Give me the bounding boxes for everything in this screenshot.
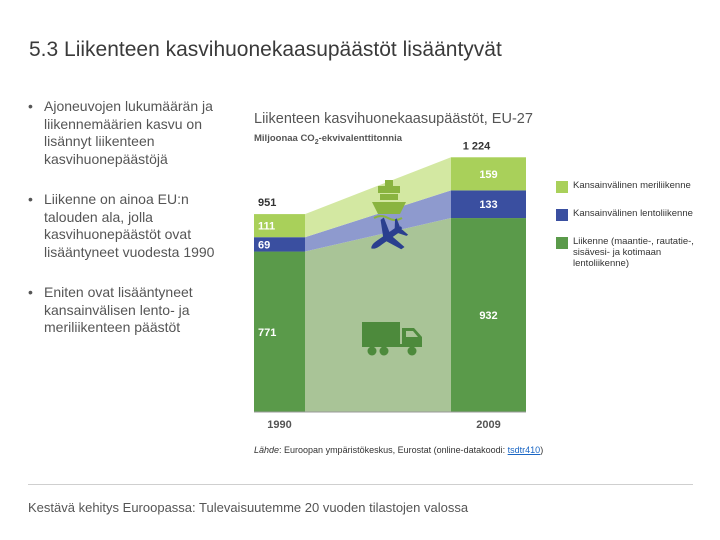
footer-text: Kestävä kehitys Euroopassa: Tulevaisuute…: [28, 500, 469, 515]
airplane-icon: [371, 217, 409, 250]
sea-segment: [254, 214, 305, 238]
legend-swatch: [556, 237, 568, 249]
sea-growth-band: [305, 157, 451, 238]
unit-prefix: Miljoonaa CO: [254, 133, 315, 144]
source-label: Lähde: [254, 445, 280, 455]
chart-unit-label: Miljoonaa CO2-ekvivalenttitonnia: [254, 133, 402, 146]
bar-value-label: 932: [479, 310, 497, 322]
source-link[interactable]: tsdtr410: [507, 445, 541, 455]
legend-swatch: [556, 209, 568, 221]
bar-total-label: 951: [258, 197, 276, 209]
bar-value-label: 111: [258, 221, 275, 233]
bar-value-label: 159: [479, 169, 497, 181]
x-tick-label: 2009: [476, 419, 500, 431]
bar-value-label: 69: [258, 239, 270, 251]
slide-title: 5.3 Liikenteen kasvihuonekaasupäästöt li…: [29, 38, 502, 61]
ship-icon: [372, 180, 406, 221]
unit-subscript: 2: [314, 138, 319, 146]
truck-icon: [362, 322, 422, 356]
air-segment: [451, 190, 526, 219]
source-close: ): [540, 445, 544, 455]
x-tick-label: 1990: [267, 419, 291, 431]
bar-value-label: 771: [258, 327, 276, 339]
legend-label: Kansainvälinen lentoliikenne: [573, 208, 693, 219]
legend-swatch: [556, 181, 568, 193]
road-segment: [451, 218, 526, 412]
bar-total-label: 1 224: [463, 140, 491, 152]
unit-suffix: -ekvivalenttitonnia: [318, 133, 403, 144]
bullet-item: Liikenne on ainoa EU:n talouden ala, jol…: [28, 191, 238, 261]
legend-label: Kansainvälinen meriliikenne: [573, 180, 691, 191]
legend-label: Liikenne (maantie-, rautatie-, sisävesi-…: [573, 236, 694, 269]
bar-value-label: 133: [479, 199, 497, 211]
sea-segment: [451, 157, 526, 191]
footer-divider: [28, 484, 693, 485]
source-text: : Euroopan ympäristökeskus, Eurostat (on…: [279, 445, 508, 455]
air-growth-band: [305, 190, 451, 252]
source-note: Lähde: Euroopan ympäristökeskus, Eurosta…: [254, 445, 543, 455]
bullet-item: Eniten ovat lisääntyneet kansainvälisen …: [28, 284, 238, 337]
bullet-item: Ajoneuvojen lukumäärän ja liikennemäärie…: [28, 98, 238, 168]
chart-title: Liikenteen kasvihuonekaasupäästöt, EU-27: [254, 111, 533, 127]
air-segment: [254, 237, 305, 252]
road-segment: [254, 251, 305, 412]
bullet-list: Ajoneuvojen lukumäärän ja liikennemäärie…: [28, 98, 238, 360]
road-growth-band: [305, 218, 451, 412]
